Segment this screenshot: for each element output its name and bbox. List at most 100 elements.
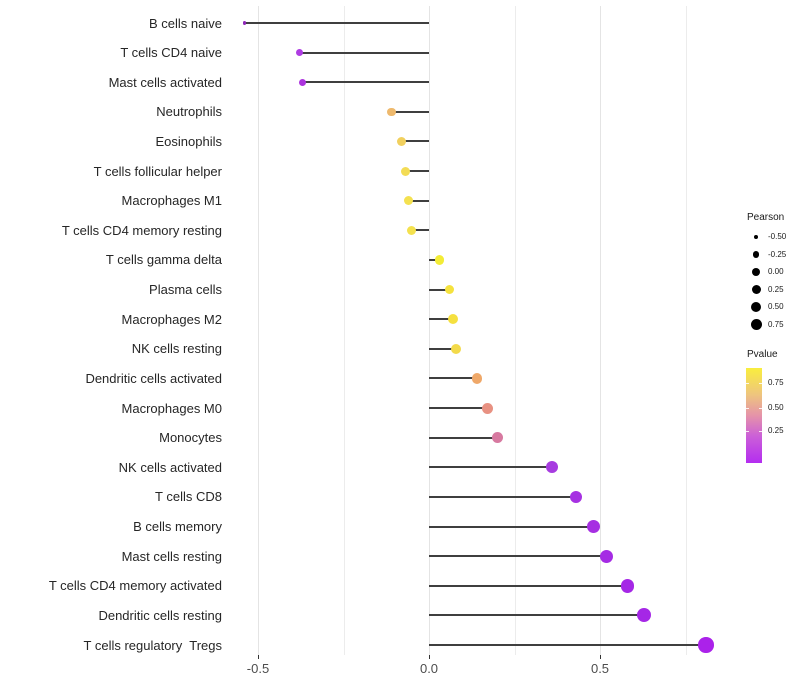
lollipop-segment [429,584,628,587]
lollipop-dot [481,402,493,414]
lollipop-segment [429,525,594,528]
lollipop-segment [244,22,429,24]
legend-gradient-tick-label: 0.75 [768,378,784,387]
legend-size-dot [751,285,761,294]
lollipop-dot [637,608,652,623]
legend-size-label: -0.50 [768,232,787,241]
lollipop-dot [397,136,407,146]
gridline [343,6,345,655]
y-category-label: T cells CD4 memory activated [48,578,222,594]
y-category-label: Dendritic cells activated [85,370,222,386]
pvalue-legend-title: Pvalue [747,349,778,360]
y-category-label: Plasma cells [149,282,222,298]
lollipop-segment [302,81,429,84]
lollipop-dot [447,314,458,325]
x-axis-tick [258,655,259,659]
lollipop-segment [391,110,429,113]
lollipop-dot [569,490,583,504]
legend-size-label: 0.75 [768,319,784,329]
lollipop-segment [429,495,577,498]
gradient-tick-mark [746,430,749,432]
legend-gradient-tick-label: 0.50 [768,402,784,412]
pvalue-gradient-bar [746,368,762,463]
x-axis-tick-label: 0.5 [590,661,610,676]
lollipop-segment [401,140,429,143]
gridline [600,6,601,655]
legend-size-dot [752,268,760,276]
y-category-label: Monocytes [159,430,222,446]
lollipop-dot [387,107,396,117]
y-category-label: Eosinophils [155,133,223,149]
lollipop-dot [546,461,559,474]
lollipop-dot [403,196,413,206]
lollipop-segment [429,347,457,350]
gradient-tick-mark [759,407,762,409]
lollipop-segment [429,644,707,647]
legend-size-label: 0.25 [768,284,784,294]
lollipop-segment [429,377,477,380]
y-category-label: T cells follicular helper [93,163,222,179]
lollipop-segment [429,466,553,469]
gradient-tick-mark [759,430,762,432]
legend-size-dot [751,302,761,312]
lollipop-segment [411,229,429,232]
lollipop-dot [434,255,444,265]
y-category-label: Macrophages M0 [121,400,222,416]
lollipop-segment [429,436,498,439]
y-category-label: NK cells activated [118,459,222,475]
y-category-label: T cells CD4 naive [120,45,222,61]
legend-size-dot [750,319,762,330]
gradient-tick-mark [759,383,762,384]
lollipop-dot [600,549,614,563]
lollipop-dot [620,579,635,593]
y-category-label: T cells CD4 memory resting [61,222,222,238]
legend-size-label: 0.50 [768,302,784,311]
lollipop-segment [429,407,488,410]
lollipop-segment [405,170,429,173]
x-axis-tick [429,655,430,659]
lollipop-dot [298,78,306,86]
lollipop-segment [299,51,429,54]
lollipop-dot [698,637,714,653]
y-category-label: Mast cells activated [108,74,222,90]
lollipop-dot [444,284,455,295]
x-axis-tick-label: 0.0 [419,661,439,676]
y-category-label: Macrophages M2 [121,311,222,327]
legend-gradient-tick-label: 0.25 [768,425,784,435]
x-axis-tick [600,655,601,659]
lollipop-dot [471,373,483,384]
lollipop-dot [586,520,600,534]
lollipop-dot [451,343,462,354]
lollipop-segment [408,199,429,202]
lollipop-dot [242,21,247,25]
gridline [258,6,259,655]
legend-size-label: 0.00 [768,267,784,276]
legend-size-dot [754,235,758,239]
gridline [429,6,430,655]
lollipop-segment [429,288,450,291]
lollipop-segment [429,258,440,261]
y-category-label: Macrophages M1 [121,193,222,209]
x-axis-tick-label: -0.5 [246,661,270,676]
pearson-legend-title: Pearson [747,212,785,223]
legend-size-label: -0.25 [768,249,787,259]
lollipop-dot [400,166,410,176]
y-category-label: T cells gamma delta [105,252,222,268]
lollipop-segment [429,614,645,617]
lollipop-dot [407,225,417,235]
y-category-label: NK cells resting [131,341,222,357]
lollipop-dot [491,432,503,444]
y-category-label: Mast cells resting [121,548,222,564]
lollipop-segment [429,555,607,558]
y-category-label: B cells memory [133,519,222,535]
y-category-label: B cells naive [149,15,222,31]
y-category-label: T cells CD8 [155,489,222,505]
gridline [514,6,516,655]
lollipop-segment [429,318,453,321]
lollipop-dot [295,49,303,57]
gridline [685,6,687,655]
legend-size-dot [752,251,760,258]
gradient-tick-mark [746,407,749,409]
y-category-label: Dendritic cells resting [98,607,222,623]
